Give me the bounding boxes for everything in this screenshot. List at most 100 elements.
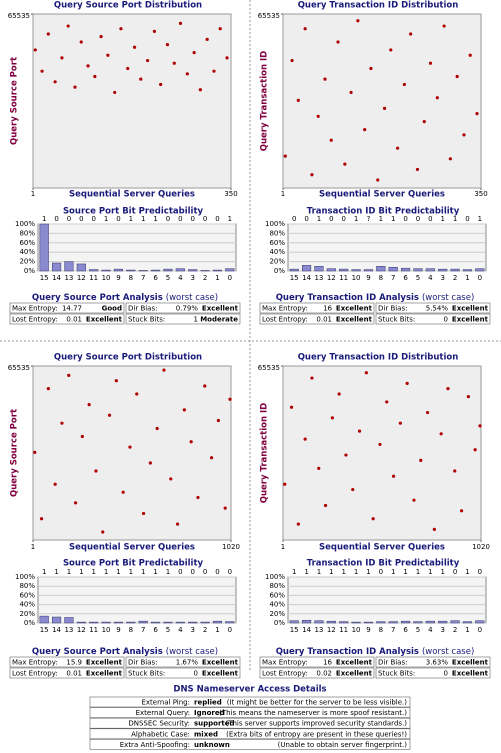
y-tick-label: 80%: [19, 229, 35, 237]
bar: [163, 621, 173, 624]
category-label: 0: [228, 626, 232, 634]
plot-area: [32, 13, 232, 189]
plot-area: [287, 576, 487, 624]
bit-label: 0: [79, 215, 83, 223]
y-tick-label: 60%: [19, 591, 35, 599]
chart-title: Source Port Bit Predictability: [63, 559, 204, 569]
analysis-rating: Excellent: [202, 305, 239, 313]
y-tick-label: 80%: [269, 582, 285, 590]
analysis-label: Stuck Bits:: [128, 316, 165, 324]
data-point: [316, 114, 320, 118]
data-point: [67, 373, 71, 377]
bar: [76, 263, 86, 272]
data-point: [178, 21, 183, 25]
data-point: [296, 522, 300, 526]
analysis-rating: Excellent: [336, 305, 373, 313]
data-point: [448, 157, 452, 161]
data-point: [398, 421, 402, 425]
bar: [326, 268, 336, 272]
data-point: [323, 77, 327, 81]
category-label: 11: [89, 626, 98, 634]
category-label: 7: [141, 274, 145, 282]
bar: [376, 266, 386, 272]
data-point: [378, 442, 382, 447]
data-point: [39, 517, 44, 521]
category-label: 3: [440, 274, 444, 282]
data-point: [101, 530, 105, 534]
bar: [413, 621, 423, 624]
data-point: [86, 64, 90, 68]
bar: [425, 268, 435, 272]
data-point: [93, 74, 97, 79]
analysis-value: 3.63%: [426, 659, 449, 667]
data-point: [389, 48, 393, 52]
bit-label: 0: [304, 215, 308, 223]
data-point: [329, 138, 333, 142]
access-value: Ignored: [194, 709, 225, 717]
x-tick-label: 1020: [222, 543, 240, 551]
data-point: [283, 482, 287, 486]
y-tick-label: 65535: [8, 364, 30, 372]
analysis-rating: Moderate: [200, 316, 238, 324]
bar: [101, 269, 111, 272]
category-label: 8: [379, 274, 383, 282]
analysis-value: 0: [444, 316, 448, 324]
analysis-title: Query Source Port Analysis (worst case): [32, 647, 218, 657]
x-tick-label: 350: [224, 190, 237, 198]
x-axis-label: Sequential Server Queries: [319, 190, 445, 200]
data-point: [475, 112, 479, 116]
bar: [101, 621, 111, 624]
data-point: [73, 501, 78, 505]
data-point: [453, 469, 457, 473]
bar: [351, 269, 361, 272]
bit-label: 0: [91, 215, 95, 223]
bit-label: 1: [129, 568, 133, 576]
data-point: [356, 19, 360, 23]
plot-area: [32, 365, 232, 541]
data-point: [351, 487, 355, 492]
y-tick-label: 80%: [19, 582, 35, 590]
bit-label: 0: [465, 215, 469, 223]
analysis-label: Stuck Bits:: [128, 670, 165, 678]
x-tick-label: 1020: [472, 543, 490, 551]
bar: [301, 265, 312, 272]
bar: [388, 266, 398, 272]
bit-label: 0: [416, 215, 420, 223]
bar: [326, 620, 336, 624]
x-tick-label: 1: [281, 190, 285, 198]
data-point: [155, 426, 159, 431]
analysis-rating: Excellent: [336, 316, 373, 324]
bar: [39, 615, 49, 624]
bit-label: 1: [317, 215, 321, 223]
data-point: [212, 69, 216, 73]
bit-label: 0: [178, 568, 182, 576]
y-tick-label: 100%: [15, 573, 35, 581]
bit-label: 0: [178, 215, 182, 223]
x-tick-label: 1: [31, 190, 35, 198]
bar: [76, 621, 86, 624]
bar: [376, 621, 386, 624]
chart-title: Query Transaction ID Distribution: [298, 1, 459, 11]
data-point: [405, 381, 409, 385]
data-point: [40, 69, 44, 73]
analysis-value: 0.01: [66, 316, 82, 324]
data-point: [310, 376, 314, 380]
x-axis-label: Sequential Server Queries: [69, 543, 195, 553]
bit-label: 1: [141, 215, 145, 223]
data-point: [225, 56, 229, 60]
bar: [289, 268, 299, 272]
data-point: [442, 24, 446, 28]
access-value: supported: [194, 720, 235, 728]
category-label: 0: [228, 274, 232, 282]
y-axis-label: Query Source Port: [10, 409, 20, 497]
bit-label: 0: [453, 568, 457, 576]
data-point: [369, 66, 373, 71]
category-label: 5: [166, 274, 170, 282]
category-label: 6: [403, 626, 408, 634]
y-tick-label: 80%: [269, 229, 285, 237]
y-tick-label: 40%: [19, 248, 35, 256]
bit-label: 0: [329, 215, 333, 223]
data-point: [455, 74, 459, 79]
analysis-cell: [259, 302, 375, 314]
category-label: 11: [339, 274, 348, 282]
